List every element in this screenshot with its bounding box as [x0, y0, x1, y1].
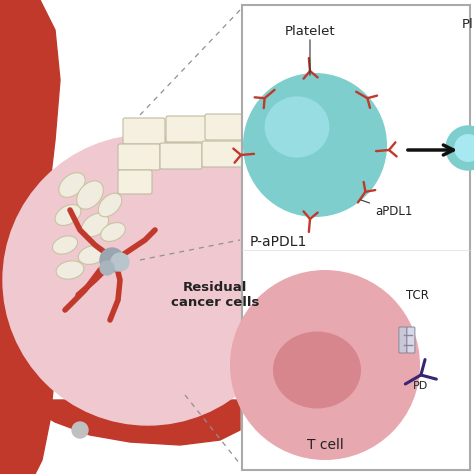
FancyBboxPatch shape — [123, 118, 165, 144]
FancyBboxPatch shape — [118, 170, 152, 194]
Ellipse shape — [55, 204, 81, 226]
Circle shape — [72, 422, 88, 438]
Circle shape — [446, 126, 474, 170]
Ellipse shape — [100, 222, 125, 241]
Text: T cell: T cell — [307, 438, 343, 452]
Ellipse shape — [56, 261, 84, 279]
Circle shape — [111, 253, 129, 271]
Ellipse shape — [264, 96, 329, 157]
Polygon shape — [0, 0, 60, 474]
Text: Platelet: Platelet — [285, 25, 335, 38]
Text: PD: PD — [413, 381, 428, 391]
FancyBboxPatch shape — [202, 141, 244, 167]
FancyBboxPatch shape — [242, 5, 470, 470]
Ellipse shape — [78, 246, 106, 264]
Text: Pl: Pl — [462, 18, 474, 31]
Ellipse shape — [53, 236, 78, 254]
Circle shape — [100, 261, 114, 275]
Ellipse shape — [273, 331, 361, 409]
FancyBboxPatch shape — [160, 143, 202, 169]
Circle shape — [3, 135, 293, 425]
FancyBboxPatch shape — [407, 327, 415, 353]
Text: TCR: TCR — [406, 289, 429, 302]
Circle shape — [243, 73, 387, 217]
Ellipse shape — [98, 193, 122, 217]
FancyBboxPatch shape — [399, 327, 407, 353]
Ellipse shape — [59, 173, 85, 197]
Circle shape — [230, 270, 420, 460]
Circle shape — [455, 135, 474, 161]
FancyBboxPatch shape — [166, 116, 208, 142]
Text: P-aPDL1: P-aPDL1 — [250, 235, 307, 249]
FancyBboxPatch shape — [118, 144, 160, 170]
Ellipse shape — [77, 181, 103, 209]
Polygon shape — [0, 400, 240, 445]
Ellipse shape — [82, 213, 109, 237]
Text: Residual
cancer cells: Residual cancer cells — [171, 281, 259, 309]
FancyBboxPatch shape — [205, 114, 247, 140]
Text: aPDL1: aPDL1 — [361, 200, 412, 218]
Circle shape — [100, 248, 124, 272]
